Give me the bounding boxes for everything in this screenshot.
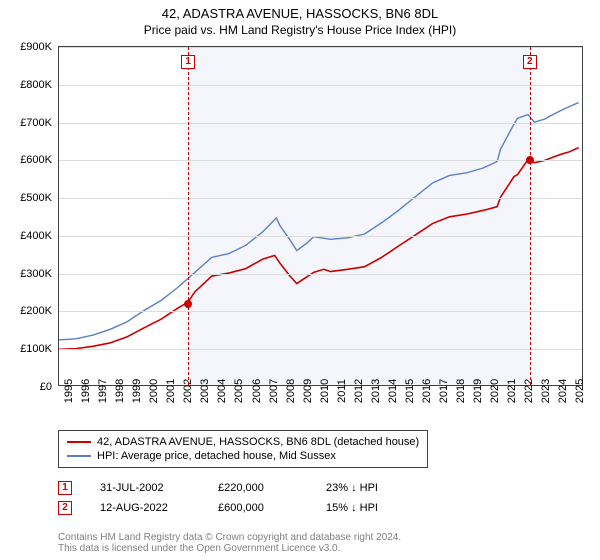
gridline [59,160,582,161]
x-axis-label: 1999 [131,379,143,403]
legend-swatch-hpi [67,455,91,457]
gridline [59,85,582,86]
page-title: 42, ADASTRA AVENUE, HASSOCKS, BN6 8DL [0,6,600,21]
footer-line-2: This data is licensed under the Open Gov… [58,543,583,554]
y-axis-label: £100K [2,343,52,355]
legend-label-hpi: HPI: Average price, detached house, Mid … [97,450,336,462]
x-axis-label: 2024 [557,379,569,403]
y-axis-label: £0 [2,381,52,393]
sale-row-price: £600,000 [218,502,298,514]
x-axis-label: 2014 [387,379,399,403]
gridline [59,311,582,312]
x-axis-label: 2011 [336,379,348,403]
x-axis-label: 2013 [370,379,382,403]
footer-line-1: Contains HM Land Registry data © Crown c… [58,532,583,543]
sale-row-badge: 2 [58,501,72,515]
x-axis-label: 2009 [302,379,314,403]
x-axis-label: 2008 [285,379,297,403]
y-axis-label: £200K [2,305,52,317]
footer: Contains HM Land Registry data © Crown c… [58,532,583,554]
sale-row-price: £220,000 [218,482,298,494]
x-axis-label: 2020 [489,379,501,403]
gridline [59,274,582,275]
chart-lines [59,47,582,385]
y-axis-label: £400K [2,230,52,242]
sale-marker-badge: 1 [181,55,195,69]
x-axis-label: 2019 [472,379,484,403]
gridline [59,123,582,124]
legend: 42, ADASTRA AVENUE, HASSOCKS, BN6 8DL (d… [58,430,583,518]
x-axis-label: 2007 [268,379,280,403]
line-hpi [59,103,579,340]
page-subtitle: Price paid vs. HM Land Registry's House … [0,23,600,37]
sale-marker-line [188,47,189,385]
sale-row: 2 12-AUG-2022 £600,000 15% ↓ HPI [58,498,583,518]
gridline [59,47,582,48]
line-property [59,148,579,350]
gridline [59,349,582,350]
x-axis-label: 2021 [506,379,518,403]
sale-row-delta: 15% ↓ HPI [326,502,378,514]
x-axis-label: 2006 [251,379,263,403]
x-axis-label: 2015 [404,379,416,403]
y-axis-label: £700K [2,117,52,129]
x-axis-label: 2004 [216,379,228,403]
x-axis-label: 1995 [63,379,75,403]
sale-row-date: 12-AUG-2022 [100,502,190,514]
x-axis-label: 2012 [353,379,365,403]
sale-marker-dot [526,156,534,164]
x-axis-label: 2005 [233,379,245,403]
gridline [59,236,582,237]
legend-box: 42, ADASTRA AVENUE, HASSOCKS, BN6 8DL (d… [58,430,428,468]
x-axis-label: 2023 [540,379,552,403]
x-axis-label: 1998 [114,379,126,403]
x-axis-label: 2001 [165,379,177,403]
x-axis-label: 2010 [319,379,331,403]
x-axis-label: 2017 [438,379,450,403]
x-axis-label: 2018 [455,379,467,403]
gridline [59,198,582,199]
x-axis-label: 2000 [148,379,160,403]
chart-plot-area: £0£100K£200K£300K£400K£500K£600K£700K£80… [58,46,583,386]
legend-swatch-property [67,441,91,443]
sale-row-badge: 1 [58,481,72,495]
legend-label-property: 42, ADASTRA AVENUE, HASSOCKS, BN6 8DL (d… [97,436,419,448]
sale-row-date: 31-JUL-2002 [100,482,190,494]
y-axis-label: £500K [2,192,52,204]
x-axis-label: 2025 [574,379,586,403]
sale-marker-line [530,47,531,385]
y-axis-label: £600K [2,154,52,166]
sales-list: 1 31-JUL-2002 £220,000 23% ↓ HPI 2 12-AUG-202… [58,478,583,518]
x-axis-label: 1996 [80,379,92,403]
sale-row-delta: 23% ↓ HPI [326,482,378,494]
x-axis-label: 1997 [97,379,109,403]
sale-marker-dot [184,300,192,308]
sale-marker-badge: 2 [523,55,537,69]
y-axis-label: £300K [2,268,52,280]
y-axis-label: £800K [2,79,52,91]
x-axis-label: 2003 [199,379,211,403]
sale-row: 1 31-JUL-2002 £220,000 23% ↓ HPI [58,478,583,498]
x-axis-label: 2016 [421,379,433,403]
y-axis-label: £900K [2,41,52,53]
